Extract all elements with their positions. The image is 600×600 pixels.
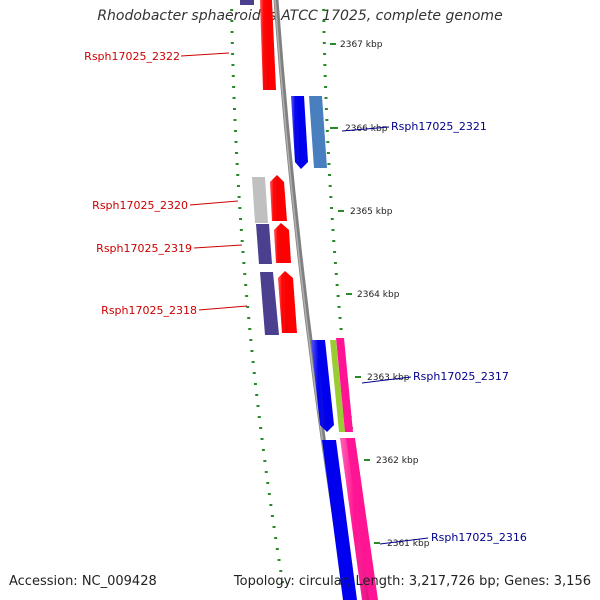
gene-rsph17025-2317-partner-b[interactable]	[336, 338, 353, 432]
label-rsph17025-2322[interactable]: Rsph17025_2322	[84, 50, 180, 63]
label-rsph17025-2321[interactable]: Rsph17025_2321	[391, 120, 487, 133]
forward-gene-labels: Rsph17025_2321 Rsph17025_2317 Rsph17025_…	[341, 120, 527, 545]
genome-summary-label: Topology: circular; Length: 3,217,726 bp…	[233, 574, 591, 589]
genome-title: Rhodobacter sphaeroides ATCC 17025, comp…	[97, 8, 503, 24]
gene-rsph17025-2317-partner-a[interactable]	[330, 340, 345, 432]
kbp-marker-2367: 2367 kbp	[340, 40, 383, 50]
gene-rsph17025-2322-segment[interactable]	[240, 0, 276, 90]
gene-rsph17025-2319-segment[interactable]	[256, 223, 291, 264]
gene-rsph17025-2321-segment[interactable]	[291, 96, 327, 169]
gene-rsph17025-2317-segment[interactable]	[311, 338, 353, 432]
gene-rsph17025-2318-partner[interactable]	[260, 272, 279, 335]
label-rsph17025-2320[interactable]: Rsph17025_2320	[92, 199, 188, 212]
gene-rsph17025-2316-partner[interactable]	[322, 440, 357, 600]
gene-rsph17025-2319-partner[interactable]	[256, 224, 272, 264]
kbp-marker-2362: 2362 kbp	[376, 456, 419, 466]
label-rsph17025-2318[interactable]: Rsph17025_2318	[101, 304, 197, 317]
reverse-gene-labels: Rsph17025_2322 Rsph17025_2320 Rsph17025_…	[84, 50, 248, 317]
label-rsph17025-2317[interactable]: Rsph17025_2317	[413, 370, 509, 383]
gene-rsph17025-2318-segment[interactable]	[260, 271, 297, 335]
gene-rsph17025-2321-partner[interactable]	[309, 96, 327, 168]
outer-dotted-guide	[230, 9, 285, 583]
label-rsph17025-2316[interactable]: Rsph17025_2316	[431, 531, 527, 544]
gene-rsph17025-2320-partner[interactable]	[252, 177, 268, 223]
gene-rsph17025-2316-segment[interactable]	[322, 438, 378, 600]
kbp-marker-2361: 2361 kbp	[387, 539, 430, 549]
gene-rsph17025-2320-segment[interactable]	[252, 175, 287, 223]
kbp-marker-2364: 2364 kbp	[357, 290, 400, 300]
kbp-marker-2363: 2363 kbp	[367, 373, 410, 383]
label-rsph17025-2319[interactable]: Rsph17025_2319	[96, 242, 192, 255]
accession-label: Accession: NC_009428	[9, 574, 157, 589]
kbp-marker-2365: 2365 kbp	[350, 207, 393, 217]
